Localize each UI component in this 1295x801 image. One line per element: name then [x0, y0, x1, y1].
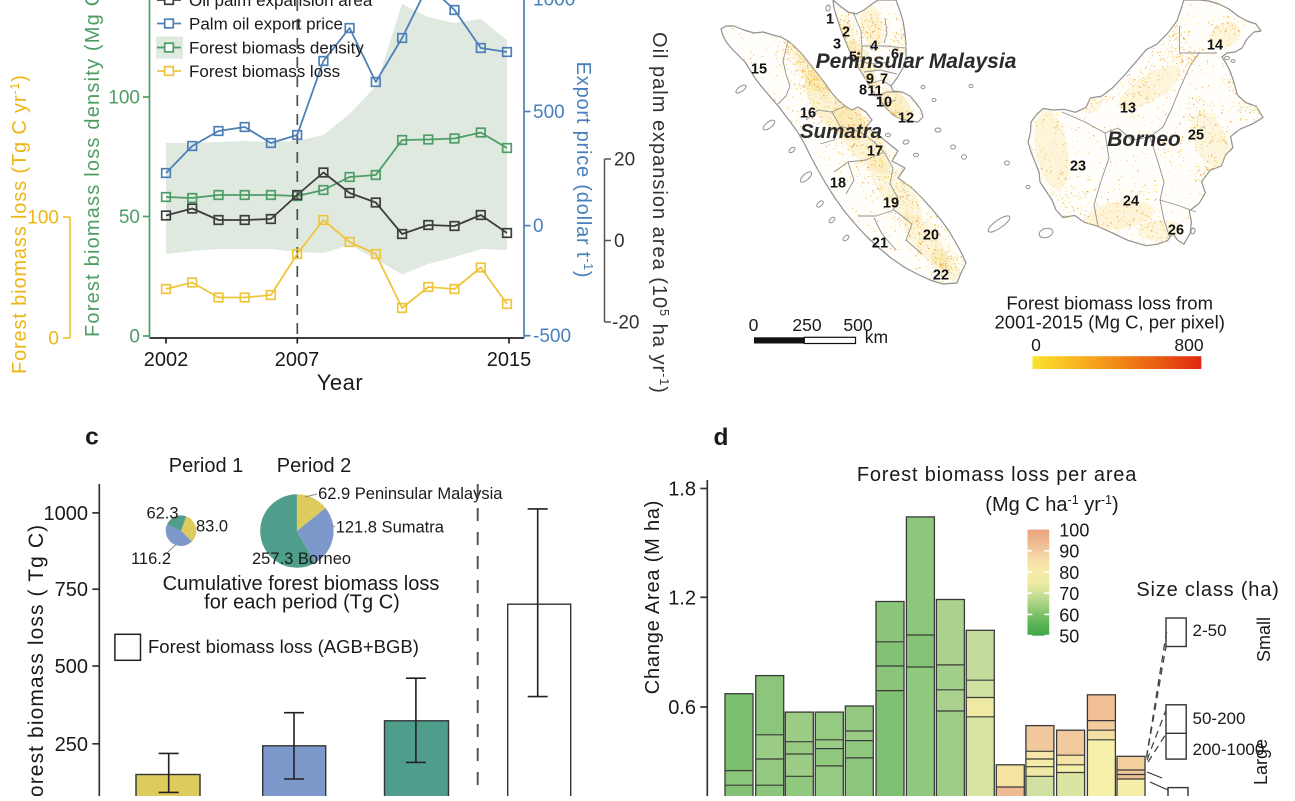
- svg-text:Forest biomass loss density (M: Forest biomass loss density (Mg C yr-1): [81, 0, 104, 337]
- svg-text:1.8: 1.8: [668, 479, 696, 501]
- svg-text:7: 7: [880, 72, 888, 88]
- svg-text:70: 70: [1059, 584, 1079, 604]
- svg-text:Forest biomass loss from: Forest biomass loss from: [1006, 293, 1213, 314]
- svg-text:80: 80: [1059, 563, 1079, 583]
- svg-text:250: 250: [55, 734, 88, 756]
- svg-text:1.2: 1.2: [668, 587, 696, 609]
- svg-text:Period 1: Period 1: [169, 455, 244, 477]
- svg-text:19: 19: [883, 196, 899, 212]
- svg-text:Year: Year: [317, 370, 363, 395]
- svg-text:750: 750: [55, 579, 88, 601]
- svg-text:Oil palm expansion area: Oil palm expansion area: [189, 0, 373, 10]
- svg-text:500: 500: [533, 102, 565, 123]
- svg-text:Sumatra: Sumatra: [800, 120, 882, 143]
- svg-text:Forest biomass loss ( Tg C): Forest biomass loss ( Tg C): [25, 524, 48, 796]
- svg-text:13: 13: [1120, 101, 1136, 117]
- svg-text:500: 500: [843, 315, 872, 335]
- svg-text:2002: 2002: [144, 349, 189, 371]
- svg-text:0: 0: [1031, 335, 1041, 355]
- svg-text:0: 0: [614, 231, 625, 252]
- svg-text:0: 0: [48, 329, 59, 350]
- svg-text:Forest biomass density: Forest biomass density: [189, 39, 364, 58]
- svg-text:25: 25: [1188, 128, 1204, 144]
- svg-text:22: 22: [933, 268, 949, 284]
- svg-text:-500: -500: [533, 326, 571, 347]
- svg-text:18: 18: [830, 176, 846, 192]
- svg-text:21: 21: [872, 236, 888, 252]
- svg-text:Cumulative forest biomass loss: Cumulative forest biomass loss: [163, 573, 440, 595]
- svg-text:Peninsular Malaysia: Peninsular Malaysia: [816, 50, 1017, 73]
- svg-text:1000: 1000: [44, 503, 89, 525]
- svg-text:Forest biomass loss: Forest biomass loss: [189, 62, 340, 81]
- svg-text:Palm oil export price: Palm oil export price: [189, 15, 343, 34]
- svg-text:Forest biomass loss per area: Forest biomass loss per area: [857, 464, 1137, 486]
- svg-text:11: 11: [867, 84, 882, 100]
- svg-text:d: d: [714, 424, 729, 451]
- svg-text:60: 60: [1059, 605, 1079, 625]
- svg-text:16: 16: [800, 106, 816, 122]
- svg-text:5: 5: [849, 50, 857, 66]
- svg-text:Forest biomass loss (Tg C yr-1: Forest biomass loss (Tg C yr-1): [8, 74, 31, 374]
- svg-text:2001-2015 (Mg C, per pixel): 2001-2015 (Mg C, per pixel): [995, 312, 1225, 333]
- svg-text:6: 6: [891, 47, 899, 63]
- svg-text:Change Area (M ha): Change Area (M ha): [642, 500, 664, 695]
- svg-text:83.0: 83.0: [196, 518, 228, 536]
- svg-text:26: 26: [1168, 223, 1184, 239]
- svg-text:0: 0: [129, 327, 140, 348]
- svg-text:3: 3: [833, 37, 841, 53]
- svg-text:2-50: 2-50: [1193, 621, 1227, 640]
- svg-text:Small: Small: [1254, 617, 1274, 662]
- svg-text:-20: -20: [612, 313, 639, 334]
- svg-text:9: 9: [866, 72, 874, 88]
- svg-text:Size class (ha): Size class (ha): [1136, 579, 1279, 601]
- svg-text:0.6: 0.6: [668, 697, 696, 719]
- svg-text:24: 24: [1123, 194, 1139, 210]
- svg-text:1000: 1000: [533, 0, 575, 11]
- svg-text:90: 90: [1059, 542, 1079, 562]
- svg-text:121.8 Sumatra: 121.8 Sumatra: [336, 519, 445, 537]
- svg-text:2007: 2007: [275, 349, 320, 371]
- svg-text:62.3: 62.3: [146, 505, 178, 523]
- svg-text:50-200: 50-200: [1193, 709, 1246, 728]
- svg-text:62.9 Peninsular Malaysia: 62.9 Peninsular Malaysia: [318, 485, 503, 503]
- svg-text:200-1000: 200-1000: [1193, 740, 1265, 759]
- svg-text:15: 15: [751, 62, 767, 78]
- svg-text:2: 2: [842, 25, 850, 41]
- svg-text:116.2: 116.2: [131, 550, 171, 568]
- svg-text:20: 20: [614, 150, 635, 171]
- svg-text:8: 8: [859, 83, 867, 99]
- svg-text:800: 800: [1174, 335, 1203, 355]
- svg-text:12: 12: [898, 111, 914, 127]
- svg-text:100: 100: [1059, 521, 1089, 541]
- svg-text:2015: 2015: [487, 349, 532, 371]
- svg-text:Forest biomass loss (AGB+BGB): Forest biomass loss (AGB+BGB): [148, 636, 419, 657]
- svg-text:100: 100: [108, 88, 140, 109]
- svg-text:(Mg C ha-1 yr-1): (Mg C ha-1 yr-1): [985, 493, 1118, 516]
- svg-text:km: km: [865, 327, 888, 347]
- svg-text:500: 500: [55, 656, 88, 678]
- svg-text:14: 14: [1207, 38, 1223, 54]
- svg-text:Export price (dollar t-1): Export price (dollar t-1): [572, 62, 595, 279]
- svg-text:23: 23: [1070, 159, 1086, 175]
- svg-text:17: 17: [867, 144, 883, 160]
- svg-text:c: c: [85, 424, 99, 451]
- svg-text:100: 100: [27, 208, 59, 229]
- svg-text:Oil palm expansion area (105 h: Oil palm expansion area (105 ha yr-1): [648, 32, 671, 394]
- svg-text:Period 2: Period 2: [277, 455, 352, 477]
- svg-text:50: 50: [119, 207, 140, 228]
- svg-text:for each period (Tg C): for each period (Tg C): [204, 592, 400, 614]
- svg-text:1: 1: [826, 12, 834, 28]
- svg-text:257.3 Borneo: 257.3 Borneo: [252, 550, 351, 568]
- svg-text:20: 20: [923, 228, 939, 244]
- svg-text:50: 50: [1059, 627, 1079, 647]
- svg-text:Borneo: Borneo: [1107, 128, 1181, 151]
- svg-text:0: 0: [533, 216, 544, 237]
- svg-text:10: 10: [876, 95, 892, 111]
- svg-text:250: 250: [792, 315, 821, 335]
- svg-text:Large: Large: [1251, 739, 1271, 785]
- svg-text:4: 4: [870, 39, 878, 55]
- svg-text:0: 0: [749, 315, 759, 335]
